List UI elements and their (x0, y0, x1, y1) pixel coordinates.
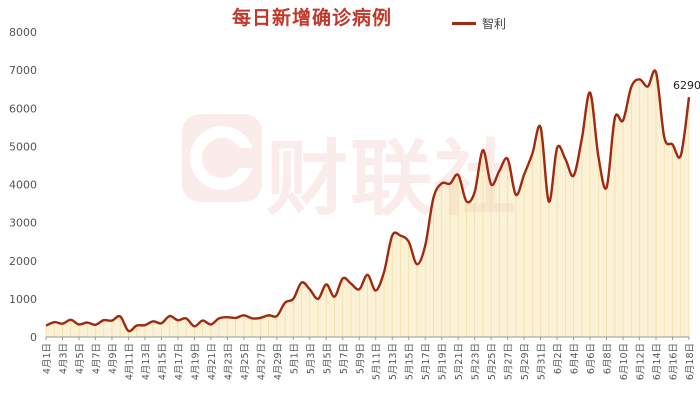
x-tick-label: 4月1日 (42, 343, 53, 374)
x-tick-label: 4月27日 (256, 343, 267, 380)
legend-label: 智利 (482, 17, 507, 31)
x-tick-label: 4月5日 (75, 343, 86, 374)
x-tick-label: 5月7日 (339, 343, 350, 374)
x-tick-label: 5月27日 (504, 343, 515, 380)
series-line (45, 69, 691, 333)
x-tick-label: 6月8日 (603, 343, 614, 374)
x-tick-label: 5月29日 (520, 343, 531, 380)
legend-swatch (452, 22, 476, 25)
y-tick-label: 8000 (9, 26, 37, 39)
x-tick-label: 6月10日 (619, 343, 630, 380)
end-value-label: 6290 (673, 79, 700, 92)
x-tick-label: 5月1日 (289, 343, 300, 374)
x-tick-label: 4月23日 (223, 343, 234, 380)
x-tick-label: 6月14日 (652, 343, 663, 380)
x-tick-label: 5月11日 (372, 343, 383, 380)
x-tick-label: 4月7日 (91, 343, 102, 374)
y-tick-label: 7000 (9, 64, 37, 77)
x-axis: 4月1日 4月3日 4月5日 4月7日 4月9日 4月11日 4月13日 4月15日 4月17日… (42, 337, 696, 380)
x-tick-label: 4月19日 (190, 343, 201, 380)
x-tick-label: 5月15日 (405, 343, 416, 380)
x-tick-label: 4月21日 (207, 343, 218, 380)
chart-title: 每日新增确诊病例 (232, 7, 393, 29)
x-tick-label: 5月23日 (471, 343, 482, 380)
x-tick-label: 4月25日 (240, 343, 251, 380)
watermark: 财联社 (178, 108, 538, 227)
x-tick-label: 4月29日 (273, 343, 284, 380)
x-tick-label: 6月6日 (586, 343, 597, 374)
x-tick-label: 6月2日 (553, 343, 564, 374)
x-tick-label: 6月16日 (669, 343, 680, 380)
y-tick-label: 3000 (9, 217, 37, 230)
x-tick-label: 5月5日 (322, 343, 333, 374)
x-tick-label: 4月15日 (157, 343, 168, 380)
x-tick-label: 6月4日 (570, 343, 581, 374)
x-tick-label: 4月9日 (108, 343, 119, 374)
x-tick-label: 5月25日 (487, 343, 498, 380)
x-tick-label: 5月19日 (438, 343, 449, 380)
legend[interactable]: 智利 (452, 15, 506, 32)
x-tick-label: 5月3日 (306, 343, 317, 374)
y-axis: 0 1000 2000 3000 4000 5000 6000 7000 8000 (9, 26, 37, 344)
series-area-fill (46, 70, 689, 337)
x-tick-label: 5月21日 (454, 343, 465, 380)
y-tick-label: 1000 (9, 293, 37, 306)
x-tick-label: 4月11日 (124, 343, 135, 380)
x-tick-label: 6月18日 (685, 343, 696, 380)
vertical-stripes (45, 72, 690, 337)
y-tick-label: 5000 (9, 140, 37, 153)
x-tick-label: 4月13日 (141, 343, 152, 380)
x-tick-label: 5月31日 (537, 343, 548, 380)
x-tick-label: 5月9日 (355, 343, 366, 374)
x-tick-label: 4月3日 (58, 343, 69, 374)
x-tick-label: 4月17日 (174, 343, 185, 380)
x-tick-label: 5月13日 (388, 343, 399, 380)
y-tick-label: 6000 (9, 102, 37, 115)
watermark-logo-icon (182, 114, 262, 202)
x-tick-label: 6月12日 (636, 343, 647, 380)
y-tick-label: 4000 (9, 179, 37, 192)
y-tick-label: 2000 (9, 255, 37, 268)
x-tick-label: 5月17日 (421, 343, 432, 380)
y-tick-label: 0 (30, 331, 37, 344)
